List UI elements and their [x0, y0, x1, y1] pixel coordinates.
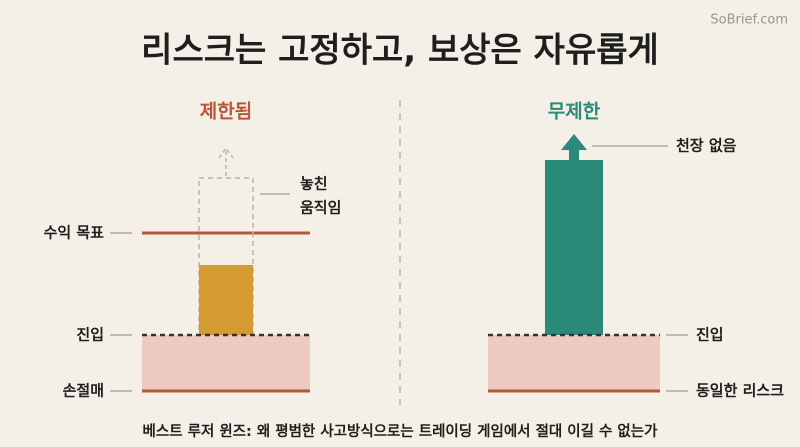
entry-label: 진입	[696, 326, 724, 344]
footer-caption: 베스트 루저 윈즈: 왜 평범한 사고방식으로는 트레이딩 게임에서 절대 이길…	[143, 422, 659, 440]
unlimited-bar	[545, 160, 603, 335]
left-heading: 제한됨	[200, 101, 252, 123]
arrowhead	[561, 134, 587, 150]
missed-label: 놓친	[300, 175, 328, 193]
risk-zone	[142, 335, 310, 392]
title: 리스크는 고정하고, 보상은 자유롭게	[141, 31, 659, 71]
risk-zone	[488, 335, 660, 392]
target-label: 수익 목표	[44, 224, 105, 242]
stop-label: 손절매	[63, 382, 104, 400]
watermark: SoBrief.com	[710, 13, 788, 28]
missed-label: 움직임	[300, 199, 341, 217]
entry-label: 진입	[76, 326, 104, 344]
ceiling-label: 천장 없음	[676, 137, 737, 155]
risk-label: 동일한 리스크	[696, 382, 784, 400]
capped-bar	[199, 265, 253, 335]
right-heading: 무제한	[548, 101, 601, 123]
arrow-stem	[569, 148, 579, 162]
